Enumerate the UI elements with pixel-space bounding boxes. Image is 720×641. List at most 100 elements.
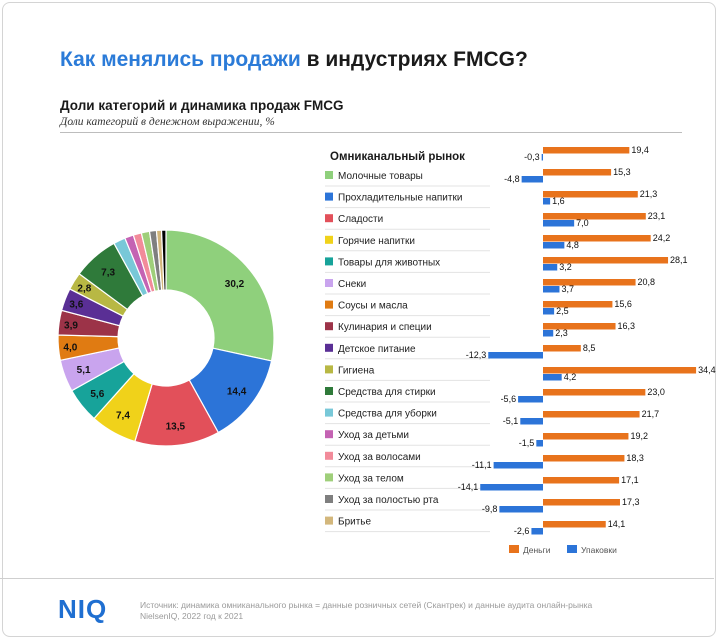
chart-subtitle: Доли категорий и динамика продаж FMCG [60, 98, 344, 113]
legend-swatch [325, 451, 333, 460]
bar-packs [499, 506, 543, 513]
legend-label: Уход за полостью рта [338, 495, 439, 506]
bar-money [543, 169, 612, 176]
bar-money-label: 16,3 [618, 321, 636, 331]
legend-swatch [325, 408, 333, 417]
bar-money [543, 389, 646, 396]
legend-swatch [325, 171, 333, 179]
bar-packs [543, 198, 551, 205]
legend-swatch [325, 473, 333, 482]
title-highlight: Как менялись продажи [60, 48, 301, 71]
legend-swatch [325, 235, 333, 244]
legend-label: Детское питание [338, 344, 416, 355]
legend-swatch [325, 343, 333, 352]
bar-packs [543, 374, 562, 381]
bar-packs-label: -9,8 [482, 504, 498, 514]
legend-label: Товары для животных [338, 257, 440, 268]
legend-label: Горячие напитки [338, 236, 415, 247]
bar-money [543, 521, 606, 528]
series-label-money: Деньги [523, 545, 551, 555]
legend-label: Гигиена [338, 365, 375, 376]
series-legend: Деньги Упаковки [509, 545, 617, 555]
bar-money [543, 455, 625, 462]
bar-money-label: 28,1 [670, 255, 688, 265]
bar-packs-label: -0,3 [524, 152, 540, 162]
bar-packs [518, 396, 543, 403]
bar-packs [493, 462, 543, 469]
bar-packs-label: -5,1 [503, 416, 519, 426]
slice-label: 14,4 [227, 387, 247, 398]
legend-label: Сладости [338, 214, 383, 225]
bar-money [543, 147, 630, 154]
legend-label: Уход за телом [338, 473, 404, 484]
chart-canvas: 30,2 14,4 13,5 7,4 5,6 5,14,0 3,9 3,6 2,8 7,3 Омн… [57, 145, 716, 555]
bar-money-label: 19,2 [630, 431, 648, 441]
legend-label: Уход за волосами [338, 452, 421, 463]
legend-swatch [325, 495, 333, 503]
source-note: Источник: динамика омниканального рынка … [140, 600, 593, 621]
bar-money [543, 477, 620, 484]
donut-slice [165, 229, 275, 362]
legend-label: Соусы и масла [338, 301, 408, 312]
bar-money [543, 411, 640, 418]
bar-packs-label: 4,2 [564, 372, 577, 382]
bar-packs-label: -5,6 [501, 394, 517, 404]
slice-label: 4,0 [63, 343, 77, 354]
bar-money [543, 235, 651, 242]
bar-packs-label: 2,5 [556, 306, 569, 316]
bar-packs-label: -14,1 [458, 482, 479, 492]
page-title: Как менялись продажи в индустриях FMCG? [60, 48, 528, 72]
legend-label: Бритье [338, 517, 372, 528]
bar-packs-label: -12,3 [466, 350, 487, 360]
bar-packs [541, 154, 543, 161]
bar-packs-label: 3,7 [561, 284, 574, 294]
bar-packs-label: 1,6 [552, 196, 565, 206]
legend-label: Средства для стирки [338, 387, 436, 398]
header-divider [60, 132, 682, 133]
bar-packs-label: -1,5 [519, 438, 535, 448]
legend-swatch [325, 516, 333, 525]
series-swatch-packs [567, 545, 577, 553]
legend-label: Кулинария и специи [338, 322, 432, 333]
bar-packs-label: -4,8 [504, 174, 520, 184]
legend-swatch [325, 387, 333, 395]
category-legend: Омниканальный рынок Молочные товары Прохл… [325, 151, 490, 533]
bar-packs [536, 440, 543, 447]
bar-money [543, 345, 581, 352]
series-swatch-money [509, 545, 519, 553]
bar-packs-label: 2,3 [555, 328, 568, 338]
donut-chart: 30,2 14,4 13,5 7,4 5,6 5,14,0 3,9 3,6 2,8 7,3 [57, 229, 275, 447]
legend-swatch [325, 279, 333, 287]
bar-money-label: 34,4 [698, 365, 716, 375]
slice-label: 30,2 [225, 279, 245, 290]
slice-label: 2,8 [77, 283, 91, 294]
legend-swatch [325, 257, 333, 266]
bar-money [543, 301, 613, 308]
bar-money-label: 17,3 [622, 497, 640, 507]
bar-packs [543, 308, 555, 315]
bar-packs [543, 330, 554, 337]
bar-money-label: 8,5 [583, 343, 596, 353]
slice-label: 7,3 [101, 268, 115, 279]
legend-swatch [325, 300, 333, 309]
legend-swatch [325, 192, 333, 201]
legend-swatch [325, 430, 333, 439]
bar-money [543, 499, 620, 506]
bar-money-label: 21,3 [640, 189, 658, 199]
legend-swatch [325, 214, 333, 223]
bar-money-label: 14,1 [608, 519, 626, 529]
bar-money-label: 15,3 [613, 167, 631, 177]
legend-label: Средства для уборки [338, 408, 437, 420]
bar-money-label: 18,3 [626, 453, 644, 463]
bar-packs [520, 418, 543, 425]
bar-packs-label: -2,6 [514, 526, 530, 536]
bar-packs-label: 7,0 [576, 218, 589, 228]
legend-title: Омниканальный рынок [330, 151, 465, 163]
bar-money [543, 191, 638, 198]
bar-money [543, 257, 669, 264]
series-label-packs: Упаковки [581, 545, 617, 555]
legend-label: Снеки [338, 279, 366, 290]
slice-label: 7,4 [116, 411, 130, 422]
legend-label: Уход за детьми [338, 430, 409, 441]
bar-money-label: 21,7 [642, 409, 660, 419]
